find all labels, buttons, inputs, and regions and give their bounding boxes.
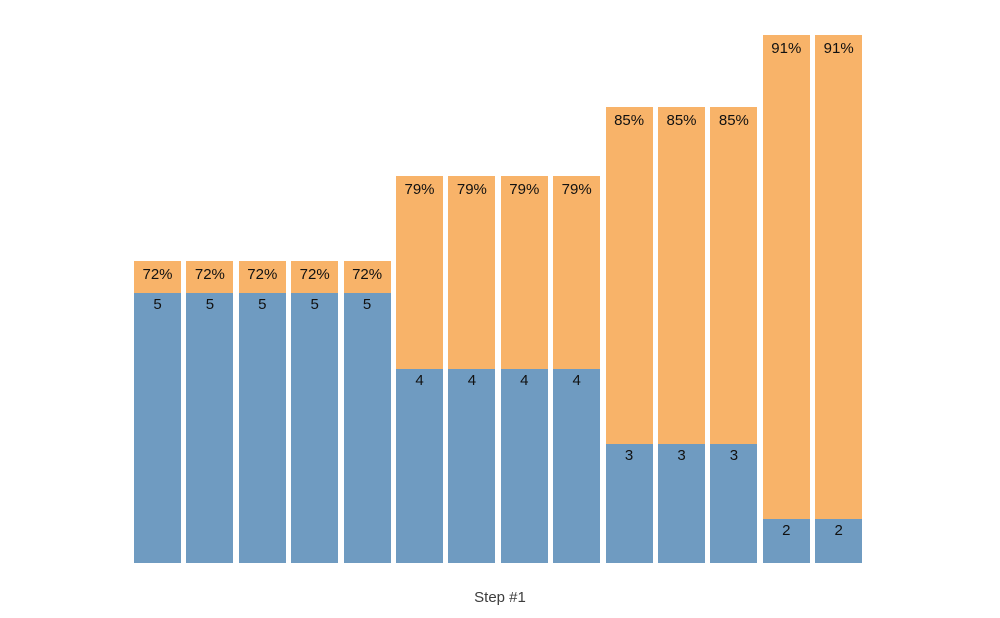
bar-percent-label: 85% (718, 112, 749, 129)
bar: 79% 4 (396, 176, 443, 563)
bar-top-segment: 72% (238, 261, 286, 293)
bar-value-label: 4 (520, 372, 529, 389)
bar-value-label: 5 (153, 296, 162, 313)
bar: 85% 3 (710, 107, 758, 563)
bar-bottom-segment: 3 (710, 444, 758, 563)
bar-bottom-segment: 5 (291, 293, 339, 563)
bar-value-label: 2 (834, 522, 843, 539)
bar-bottom-segment: 3 (658, 444, 705, 563)
bar-value-label: 5 (258, 296, 267, 313)
bar-percent-label: 79% (509, 181, 540, 198)
bar-bottom-segment: 5 (186, 293, 234, 563)
bar-percent-label: 79% (561, 181, 592, 198)
bar-percent-label: 91% (771, 40, 802, 57)
bar-top-segment: 72% (186, 261, 234, 293)
bar-top-segment: 72% (134, 261, 181, 293)
bar-value-label: 2 (782, 522, 791, 539)
bar-value-label: 4 (415, 372, 424, 389)
bar-percent-label: 72% (247, 266, 278, 283)
bar-bottom-segment: 4 (396, 369, 443, 563)
bar-percent-label: 72% (352, 266, 383, 283)
bar-bottom-segment: 5 (134, 293, 181, 563)
bar-percent-label: 72% (299, 266, 330, 283)
bar-value-label: 3 (624, 447, 634, 464)
bar-value-label: 4 (572, 372, 581, 389)
bar-top-segment: 91% (762, 35, 810, 519)
bar-top-segment: 79% (553, 176, 601, 369)
bar-top-segment: 85% (710, 107, 758, 444)
bar-percent-label: 72% (142, 266, 173, 283)
bar: 91% 2 (762, 35, 810, 563)
bar-top-segment: 79% (500, 176, 548, 369)
bar: 72% 5 (134, 261, 181, 563)
bar-bottom-segment: 2 (762, 519, 810, 563)
bar-top-segment: 85% (658, 107, 705, 444)
bar-bottom-segment: 3 (605, 444, 653, 563)
bar-top-segment: 72% (291, 261, 339, 293)
bar-value-label: 5 (362, 296, 372, 313)
bar-percent-label: 85% (614, 112, 645, 129)
bar-value-label: 3 (677, 447, 686, 464)
bar-value-label: 3 (729, 447, 739, 464)
bar-top-segment: 85% (605, 107, 653, 444)
bar-value-label: 5 (310, 296, 319, 313)
bar: 85% 3 (658, 107, 705, 563)
bar-percent-label: 79% (404, 181, 435, 198)
bar-percent-label: 79% (456, 181, 487, 198)
bar-value-label: 4 (467, 372, 477, 389)
bar-bottom-segment: 4 (553, 369, 601, 563)
bar-percent-label: 85% (666, 112, 697, 129)
bar: 72% 5 (291, 261, 339, 563)
bar-value-label: 5 (205, 296, 215, 313)
bar: 79% 4 (500, 176, 548, 563)
bar-percent-label: 91% (823, 40, 854, 57)
bar: 85% 3 (605, 107, 653, 563)
bar-top-segment: 91% (815, 35, 863, 519)
bar: 72% 5 (343, 261, 391, 563)
bar-bottom-segment: 4 (448, 369, 496, 563)
bar-top-segment: 79% (448, 176, 496, 369)
bar: 72% 5 (238, 261, 286, 563)
bar-top-segment: 79% (396, 176, 443, 369)
bar-bottom-segment: 5 (343, 293, 391, 563)
bar-bottom-segment: 5 (238, 293, 286, 563)
bar: 79% 4 (448, 176, 496, 563)
bar: 91% 2 (815, 35, 863, 563)
bar-bottom-segment: 4 (500, 369, 548, 563)
bar-bottom-segment: 2 (815, 519, 863, 563)
bar-percent-label: 72% (194, 266, 225, 283)
bar-top-segment: 72% (343, 261, 391, 293)
x-axis-label: Step #1 (474, 589, 526, 606)
bar: 72% 5 (186, 261, 234, 563)
bar: 79% 4 (553, 176, 601, 563)
